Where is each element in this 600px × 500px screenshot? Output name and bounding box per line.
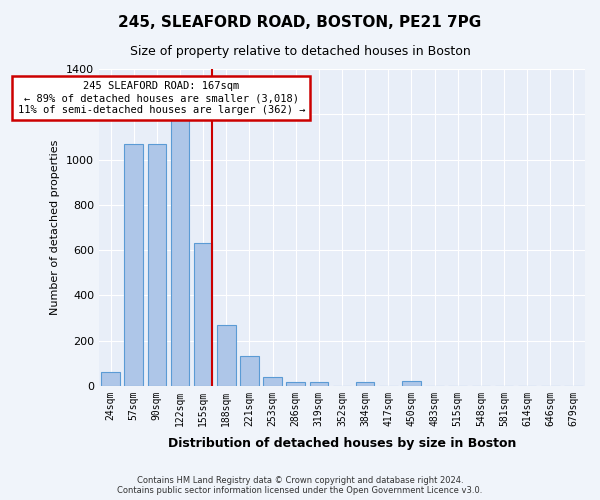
- Text: Size of property relative to detached houses in Boston: Size of property relative to detached ho…: [130, 45, 470, 58]
- Bar: [356, 382, 374, 386]
- X-axis label: Distribution of detached houses by size in Boston: Distribution of detached houses by size …: [168, 437, 516, 450]
- Bar: [310, 382, 328, 386]
- Text: 245 SLEAFORD ROAD: 167sqm
← 89% of detached houses are smaller (3,018)
11% of se: 245 SLEAFORD ROAD: 167sqm ← 89% of detac…: [18, 82, 305, 114]
- Bar: [194, 243, 212, 386]
- Bar: [171, 119, 189, 386]
- Text: 245, SLEAFORD ROAD, BOSTON, PE21 7PG: 245, SLEAFORD ROAD, BOSTON, PE21 7PG: [118, 15, 482, 30]
- Text: Contains HM Land Registry data © Crown copyright and database right 2024.
Contai: Contains HM Land Registry data © Crown c…: [118, 476, 482, 495]
- Bar: [124, 144, 143, 386]
- Bar: [263, 376, 282, 386]
- Y-axis label: Number of detached properties: Number of detached properties: [50, 140, 61, 315]
- Bar: [217, 324, 236, 386]
- Bar: [402, 382, 421, 386]
- Bar: [148, 144, 166, 386]
- Bar: [286, 382, 305, 386]
- Bar: [240, 356, 259, 386]
- Bar: [101, 372, 120, 386]
